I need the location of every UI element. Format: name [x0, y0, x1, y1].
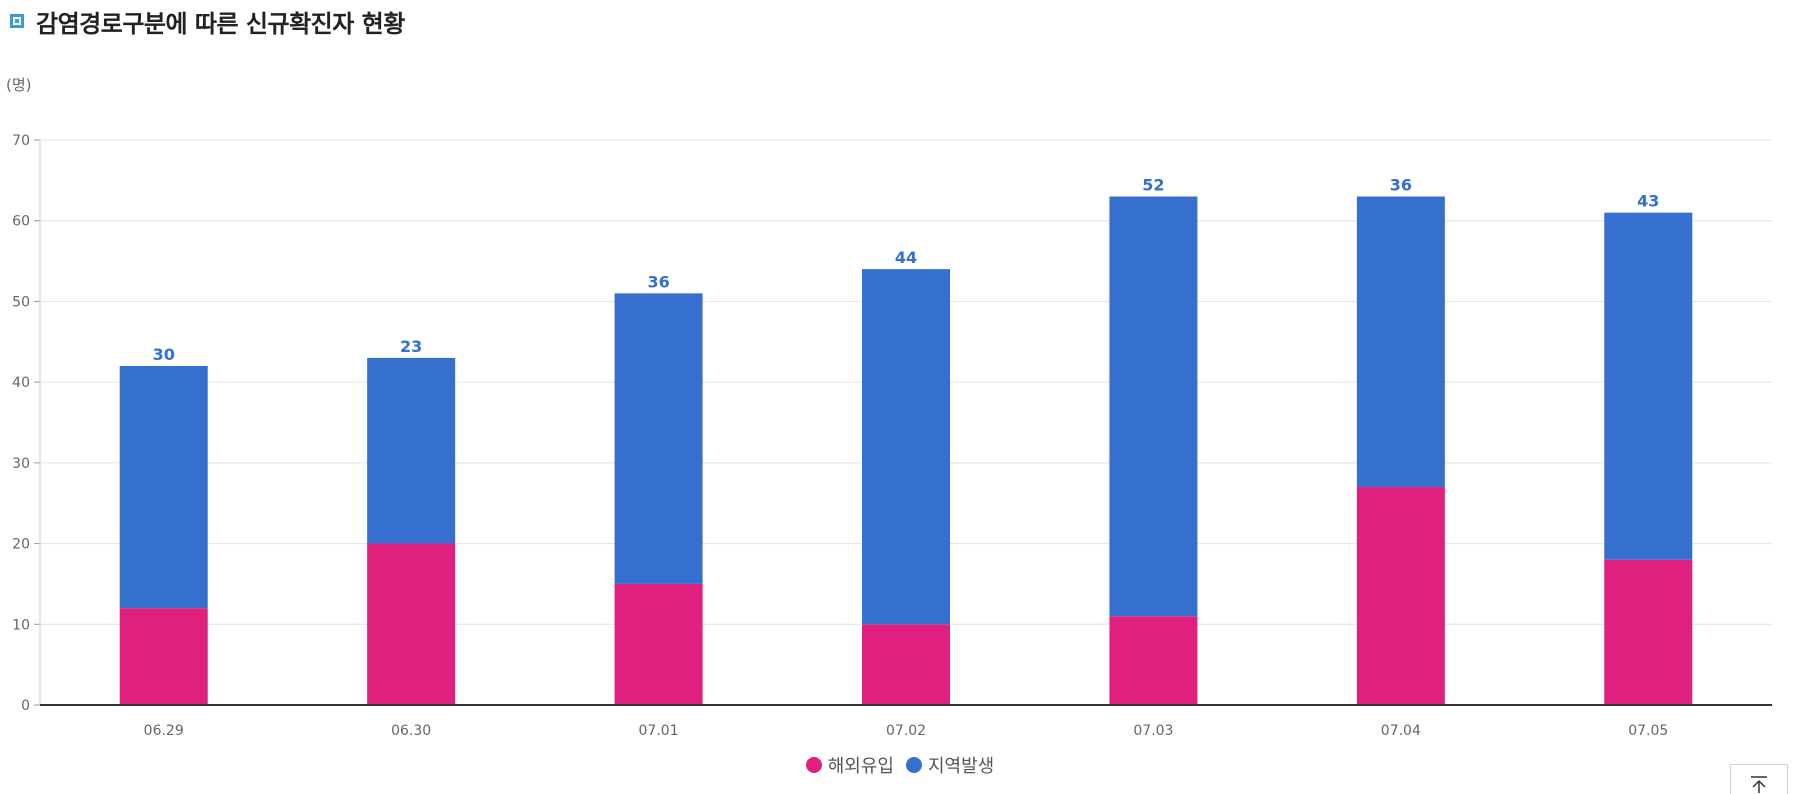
square-bullet-icon [10, 14, 24, 28]
legend-swatch-overseas [805, 757, 822, 773]
scroll-top-button[interactable] [1730, 764, 1788, 794]
y-tick-label: 10 [12, 617, 30, 633]
x-tick-label: 07.03 [1133, 723, 1173, 739]
bar-overseas [119, 608, 208, 705]
data-label-local: 36 [647, 272, 669, 291]
bar-local [1604, 212, 1693, 560]
y-tick-label: 20 [12, 537, 30, 553]
bar-local [119, 366, 208, 609]
x-tick-label: 07.02 [886, 723, 926, 739]
chart-header: 감염경로구분에 따른 신규확진자 현황 [10, 4, 405, 38]
stacked-bar-chart: (명)010203040506070123006.29202306.301536… [6, 76, 1772, 739]
bar-local [862, 269, 950, 625]
bar-local [1109, 196, 1198, 617]
data-label-local: 30 [153, 345, 175, 364]
arrow-up-icon [1751, 776, 1767, 793]
legend-item-local[interactable]: 지역발생 [906, 752, 994, 778]
y-axis-unit-label: (명) [6, 76, 32, 94]
y-tick-label: 50 [12, 294, 30, 310]
x-tick-label: 06.30 [391, 723, 431, 739]
bar-overseas [1109, 616, 1198, 705]
data-label-local: 23 [400, 337, 422, 356]
x-tick-label: 07.04 [1381, 723, 1421, 739]
legend-label-overseas: 해외유입 [827, 756, 894, 777]
legend-swatch-local [906, 757, 922, 773]
y-tick-label: 40 [12, 375, 30, 391]
chart-legend: 해외유입 지역발생 [0, 752, 1800, 778]
bar-overseas [1356, 487, 1445, 705]
legend-item-overseas[interactable]: 해외유입 [805, 752, 894, 778]
y-tick-label: 70 [12, 133, 30, 149]
bar-overseas [1604, 559, 1693, 705]
data-label-local: 52 [1142, 176, 1164, 195]
data-label-local: 43 [1637, 192, 1659, 211]
y-tick-label: 0 [21, 698, 30, 714]
data-label-local: 44 [895, 248, 917, 267]
bar-local [614, 293, 703, 584]
bar-local [1356, 196, 1445, 488]
legend-label-local: 지역발생 [928, 756, 995, 777]
bar-overseas [367, 543, 456, 705]
y-tick-label: 30 [12, 456, 30, 472]
x-tick-label: 06.29 [144, 723, 184, 739]
x-tick-label: 07.01 [639, 723, 679, 739]
bar-local [367, 357, 456, 544]
bar-overseas [862, 624, 950, 705]
data-label-local: 36 [1390, 176, 1412, 195]
y-tick-label: 60 [12, 214, 30, 230]
x-tick-label: 07.05 [1628, 723, 1668, 739]
page-title: 감염경로구분에 따른 신규확진자 현황 [36, 9, 405, 38]
bar-overseas [614, 583, 703, 705]
